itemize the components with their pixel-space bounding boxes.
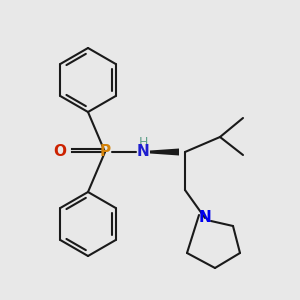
- Text: N: N: [136, 145, 149, 160]
- Polygon shape: [150, 148, 179, 155]
- Text: P: P: [99, 145, 111, 160]
- Text: H: H: [138, 136, 148, 148]
- Text: O: O: [53, 145, 67, 160]
- Text: N: N: [199, 211, 212, 226]
